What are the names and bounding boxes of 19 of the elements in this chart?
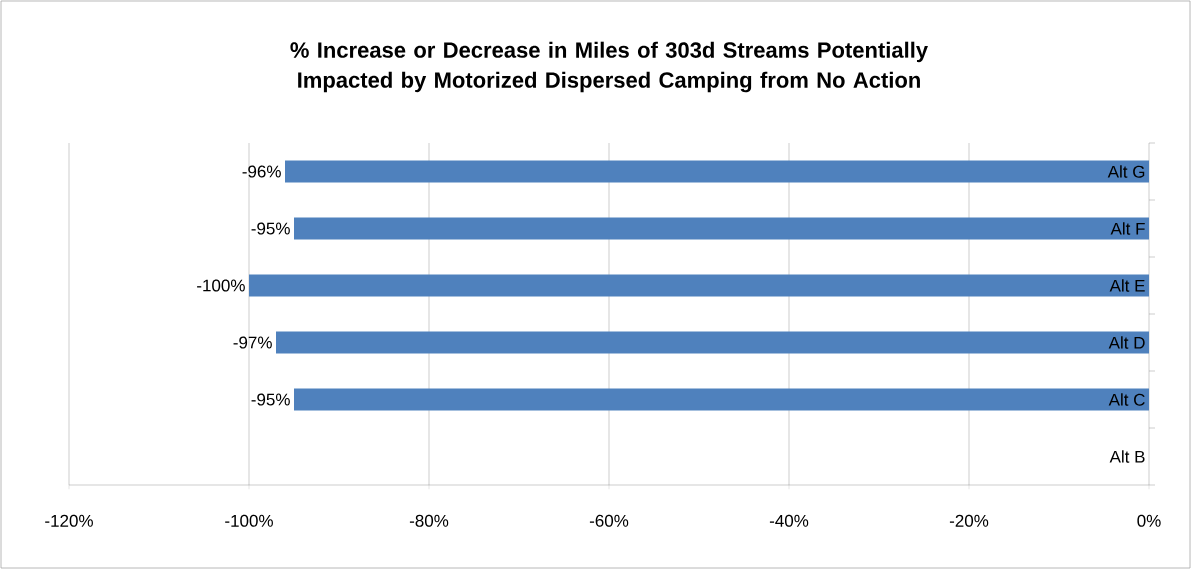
data-label: -97% (233, 336, 272, 349)
data-label: -100% (197, 279, 245, 292)
y-tick-label: Alt G (1107, 165, 1145, 178)
x-tick-label: -100% (225, 514, 273, 527)
x-tick-label: -40% (769, 514, 809, 527)
data-label: -95% (251, 222, 290, 235)
y-tick-label: Alt B (1109, 450, 1145, 463)
y-tick-label: Alt D (1108, 336, 1145, 349)
x-tick-label: -120% (45, 514, 93, 527)
y-tick-label: Alt E (1109, 279, 1145, 292)
data-label: -95% (251, 393, 290, 406)
y-tick-label: Alt C (1108, 393, 1145, 406)
x-tick-label: -20% (949, 514, 989, 527)
x-tick-label: -80% (409, 514, 449, 527)
y-tick-label: Alt F (1110, 222, 1145, 235)
data-label: -96% (242, 165, 281, 178)
x-tick-label: 0% (1137, 514, 1161, 527)
chart-title: % Increase or Decrease in Miles of 303d Streams Potentially Impacted by Motorized Dispersed Camping from No Action (290, 41, 928, 93)
x-tick-label: -60% (589, 514, 629, 527)
